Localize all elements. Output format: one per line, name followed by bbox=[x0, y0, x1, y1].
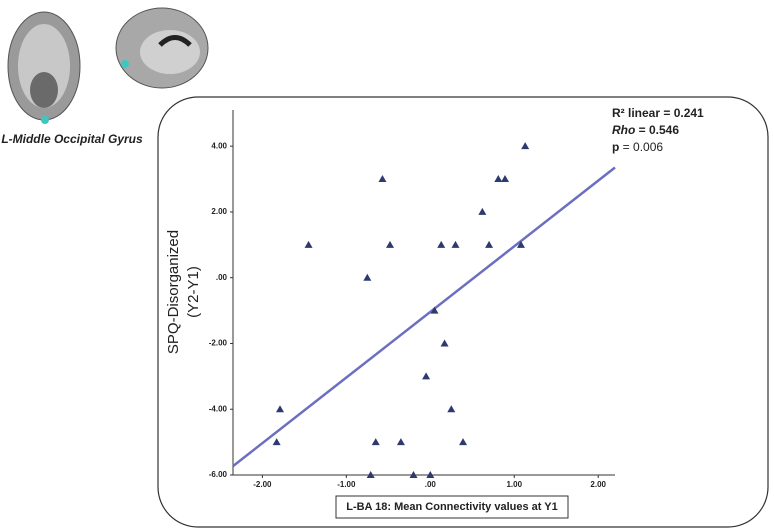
point bbox=[451, 240, 460, 248]
point bbox=[501, 175, 510, 183]
y-tick-label: 2.00 bbox=[211, 207, 227, 216]
point bbox=[396, 438, 405, 446]
stat: Rho = 0.546 bbox=[612, 123, 679, 137]
stats: R² linear = 0.241 Rho = 0.546 p = 0.006 bbox=[612, 106, 704, 154]
point bbox=[447, 405, 456, 413]
point bbox=[371, 438, 380, 446]
stat-name: Rho bbox=[612, 123, 635, 137]
point bbox=[276, 405, 285, 413]
point bbox=[304, 240, 313, 248]
stat-value: = 0.546 bbox=[635, 123, 679, 137]
x-axis-label: L-BA 18: Mean Connectivity values at Y1 bbox=[346, 501, 558, 513]
point bbox=[363, 273, 372, 281]
x-tick-label: -2.00 bbox=[253, 480, 272, 489]
y-tick-label: .00 bbox=[216, 273, 228, 282]
point bbox=[478, 207, 487, 215]
y-tick-label: 4.00 bbox=[211, 141, 227, 150]
x-tick-label: 1.00 bbox=[506, 480, 522, 489]
x-tick-label: .00 bbox=[425, 480, 437, 489]
point bbox=[521, 142, 530, 150]
point bbox=[485, 240, 494, 248]
caption: L-Middle Occipital Gyrus bbox=[1, 132, 143, 146]
point bbox=[426, 471, 435, 478]
fit-line bbox=[232, 166, 616, 468]
point bbox=[430, 306, 439, 314]
point bbox=[272, 438, 281, 446]
point bbox=[437, 240, 446, 248]
brain-images bbox=[7, 7, 209, 124]
stat-name: R² linear bbox=[612, 106, 660, 120]
point bbox=[366, 471, 375, 478]
chart-frame bbox=[157, 96, 769, 528]
point bbox=[409, 471, 418, 478]
x-label-box bbox=[335, 495, 569, 519]
stat-value: = 0.241 bbox=[660, 106, 704, 120]
y-tick-label: -6.00 bbox=[209, 470, 228, 479]
stat-value: = 0.006 bbox=[619, 140, 663, 154]
stat: R² linear = 0.241 bbox=[612, 106, 704, 120]
point bbox=[440, 339, 449, 347]
point bbox=[516, 240, 525, 248]
x-tick-label: -1.00 bbox=[337, 480, 356, 489]
point bbox=[459, 438, 468, 446]
stat-name: p bbox=[612, 140, 619, 154]
point bbox=[378, 175, 387, 183]
x-tick-label: 2.00 bbox=[590, 480, 606, 489]
y-axis-label: SPQ-Disorganized bbox=[165, 230, 182, 354]
point bbox=[385, 240, 394, 248]
stat: p = 0.006 bbox=[612, 140, 663, 154]
point bbox=[494, 175, 503, 183]
y-tick-label: -4.00 bbox=[209, 404, 228, 413]
y-axis-label: (Y2-Y1) bbox=[185, 266, 202, 318]
y-tick-label: -2.00 bbox=[209, 339, 228, 348]
point bbox=[422, 372, 431, 380]
